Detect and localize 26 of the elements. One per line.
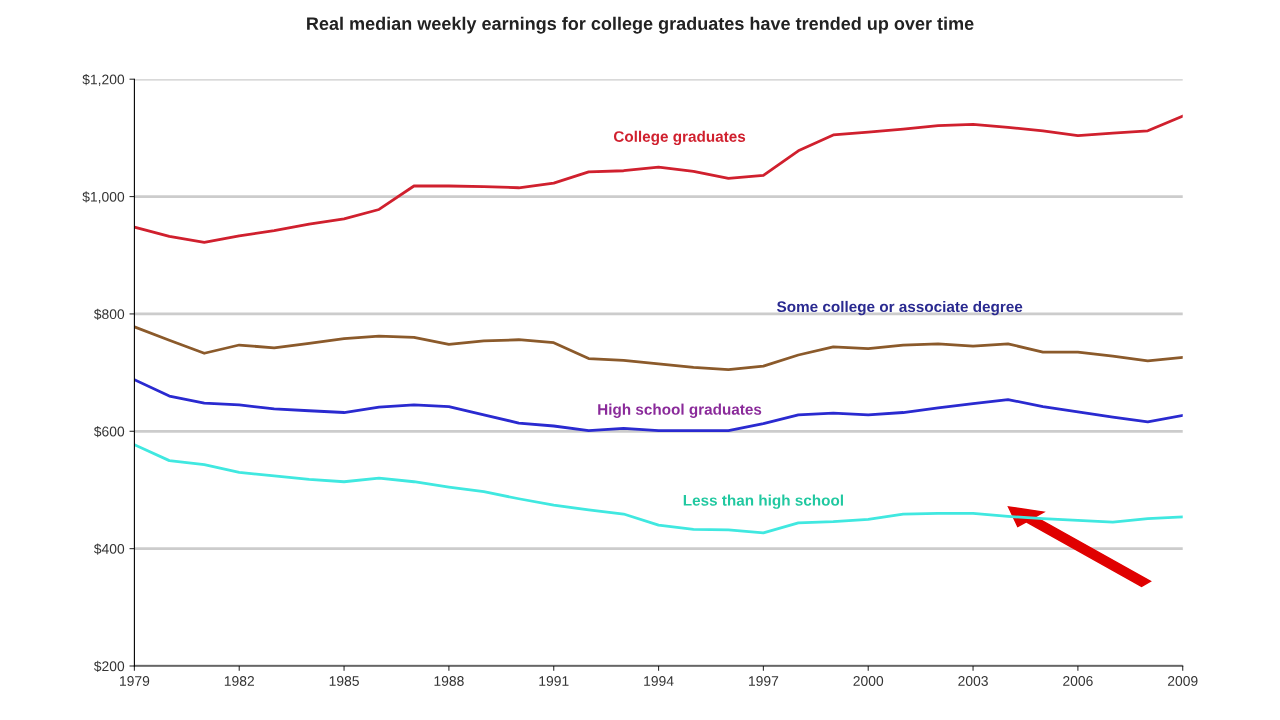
line-series [134, 378, 1183, 433]
x-tick-label: 1988 [434, 676, 464, 686]
y-tick-label: $800 [93, 308, 125, 320]
x-tick-label: 2000 [853, 676, 884, 686]
line-series [134, 114, 1183, 244]
line-series [134, 443, 1183, 535]
y-tick-label: $400 [93, 543, 125, 555]
series-label: High school graduates [598, 403, 762, 418]
series-label: College graduates [613, 130, 746, 146]
y-tick-label: $200 [93, 660, 125, 672]
y-tick-label: $600 [93, 426, 125, 438]
series-label: Less than high school [683, 494, 843, 509]
text: Some college or associate degree [777, 300, 1023, 316]
line-series [134, 325, 1183, 372]
x-tick-label: 1994 [644, 676, 674, 686]
x-tick-label: 2006 [1063, 676, 1093, 686]
y-tick-label: $1,000 [82, 191, 125, 204]
x-tick-label: 1997 [749, 676, 779, 686]
x-tick-label: 1979 [120, 676, 150, 686]
x-tick-label: 1991 [539, 676, 569, 686]
x-tick-label: 2009 [1167, 676, 1198, 686]
x-tick-label: 1985 [329, 676, 359, 686]
chart-title: Real median weekly earnings for college graduates have trended up over time [307, 16, 974, 34]
y-tick-label: $1,200 [82, 73, 125, 87]
x-tick-label: 2003 [958, 676, 988, 686]
x-tick-label: 1982 [224, 676, 254, 686]
